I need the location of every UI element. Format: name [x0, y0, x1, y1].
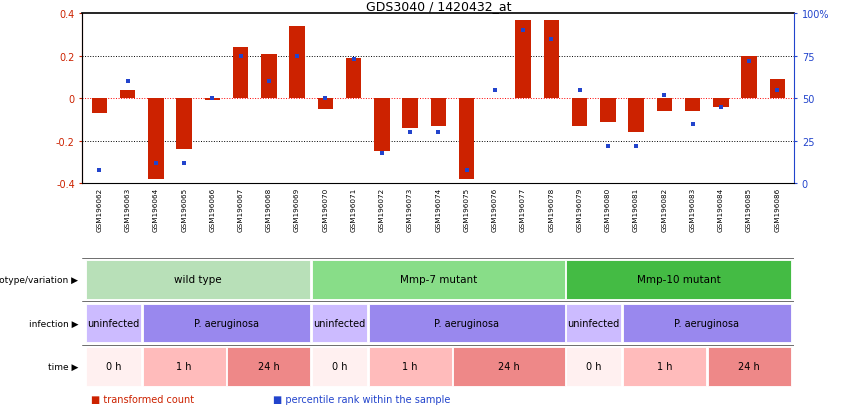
Text: GSM196074: GSM196074 [436, 188, 441, 232]
Bar [566, 304, 621, 342]
Text: Mmp-10 mutant: Mmp-10 mutant [636, 275, 720, 285]
Bar [656, 99, 672, 112]
Bar [707, 347, 791, 386]
Bar [142, 304, 311, 342]
Text: GSM196066: GSM196066 [209, 188, 215, 232]
Bar [572, 99, 588, 127]
Bar [628, 99, 644, 133]
Bar [770, 80, 785, 99]
Bar [516, 21, 531, 99]
Bar [622, 304, 791, 342]
Bar [369, 304, 564, 342]
Text: uninfected: uninfected [568, 318, 620, 328]
Text: 1 h: 1 h [176, 361, 192, 372]
Bar [543, 21, 559, 99]
Bar [374, 99, 390, 152]
Text: 0 h: 0 h [332, 361, 347, 372]
Bar [261, 55, 277, 99]
Text: GSM196062: GSM196062 [96, 188, 102, 232]
Text: 1 h: 1 h [403, 361, 418, 372]
Text: GSM196064: GSM196064 [153, 188, 159, 232]
Text: GSM196075: GSM196075 [464, 188, 470, 232]
Text: GSM196078: GSM196078 [549, 188, 555, 232]
Bar [205, 99, 220, 101]
Bar [312, 261, 564, 299]
Text: GSM196082: GSM196082 [661, 188, 667, 232]
Bar [86, 304, 141, 342]
Bar [741, 57, 757, 99]
Text: 24 h: 24 h [258, 361, 279, 372]
Text: GSM196070: GSM196070 [322, 188, 328, 232]
Bar [369, 347, 451, 386]
Bar [318, 99, 333, 110]
Text: GSM196065: GSM196065 [181, 188, 187, 232]
Bar [459, 99, 474, 180]
Text: Mmp-7 mutant: Mmp-7 mutant [400, 275, 477, 285]
Bar [600, 99, 615, 122]
Text: 1 h: 1 h [656, 361, 672, 372]
Bar [142, 347, 226, 386]
Text: ■ percentile rank within the sample: ■ percentile rank within the sample [273, 394, 450, 404]
Bar [431, 99, 446, 127]
Text: GSM196063: GSM196063 [125, 188, 131, 232]
Text: P. aeruginosa: P. aeruginosa [434, 318, 499, 328]
Bar [453, 347, 564, 386]
Text: wild type: wild type [174, 275, 222, 285]
Text: genotype/variation ▶: genotype/variation ▶ [0, 275, 78, 284]
Text: ■ transformed count: ■ transformed count [91, 394, 194, 404]
Bar [148, 99, 164, 180]
Text: uninfected: uninfected [313, 318, 365, 328]
Text: GSM196076: GSM196076 [492, 188, 498, 232]
Text: GSM196080: GSM196080 [605, 188, 611, 232]
Bar [120, 90, 135, 99]
Bar [227, 347, 311, 386]
Text: uninfected: uninfected [88, 318, 140, 328]
Text: GSM196086: GSM196086 [774, 188, 780, 232]
Text: GSM196084: GSM196084 [718, 188, 724, 232]
Bar [92, 99, 107, 114]
Bar [86, 261, 311, 299]
Text: 24 h: 24 h [498, 361, 520, 372]
Text: GSM196072: GSM196072 [378, 188, 385, 232]
Text: 24 h: 24 h [738, 361, 760, 372]
Text: 0 h: 0 h [106, 361, 122, 372]
Title: GDS3040 / 1420432_at: GDS3040 / 1420432_at [365, 0, 511, 13]
Text: infection ▶: infection ▶ [29, 319, 78, 328]
Text: time ▶: time ▶ [48, 362, 78, 371]
Text: GSM196079: GSM196079 [576, 188, 582, 232]
Bar [233, 48, 248, 99]
Text: P. aeruginosa: P. aeruginosa [674, 318, 740, 328]
Text: P. aeruginosa: P. aeruginosa [194, 318, 259, 328]
Text: GSM196077: GSM196077 [520, 188, 526, 232]
Bar [566, 347, 621, 386]
Bar [345, 59, 361, 99]
Text: GSM196083: GSM196083 [689, 188, 695, 232]
Bar [622, 347, 706, 386]
Bar [312, 347, 367, 386]
Bar [176, 99, 192, 150]
Text: 0 h: 0 h [586, 361, 602, 372]
Bar [713, 99, 728, 107]
Bar [312, 304, 367, 342]
Bar [289, 27, 305, 99]
Bar [86, 347, 141, 386]
Text: GSM196073: GSM196073 [407, 188, 413, 232]
Bar [566, 261, 791, 299]
Bar [685, 99, 700, 112]
Text: GSM196071: GSM196071 [351, 188, 357, 232]
Bar [403, 99, 418, 129]
Text: GSM196068: GSM196068 [266, 188, 272, 232]
Text: GSM196067: GSM196067 [238, 188, 244, 232]
Text: GSM196081: GSM196081 [633, 188, 639, 232]
Text: GSM196085: GSM196085 [746, 188, 752, 232]
Text: GSM196069: GSM196069 [294, 188, 300, 232]
